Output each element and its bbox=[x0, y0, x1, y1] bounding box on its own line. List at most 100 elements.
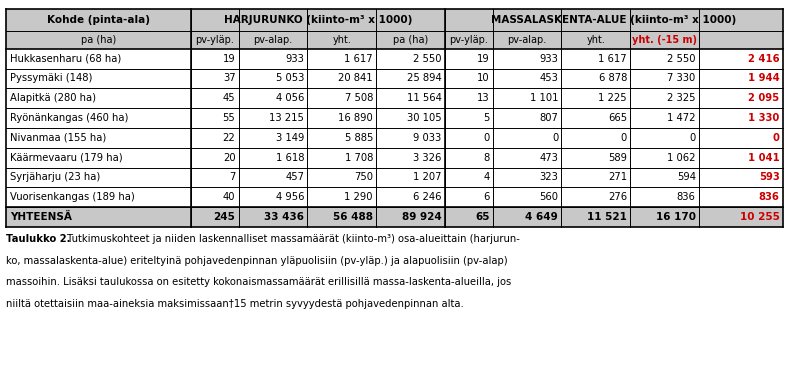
Text: pa (ha): pa (ha) bbox=[81, 35, 116, 45]
Bar bbox=[561, 49, 630, 69]
Bar bbox=[699, 31, 783, 49]
Text: YHTEENSÄ: YHTEENSÄ bbox=[10, 212, 73, 222]
Bar bbox=[561, 187, 630, 207]
Text: 19: 19 bbox=[222, 54, 235, 64]
Bar bbox=[238, 89, 307, 108]
Bar bbox=[699, 207, 783, 227]
Bar bbox=[492, 168, 561, 187]
Text: 453: 453 bbox=[540, 73, 558, 83]
Bar bbox=[6, 128, 191, 148]
Text: 25 894: 25 894 bbox=[407, 73, 442, 83]
Text: 1 330: 1 330 bbox=[748, 113, 780, 123]
Text: Nivanmaa (155 ha): Nivanmaa (155 ha) bbox=[10, 133, 107, 143]
Text: 1 617: 1 617 bbox=[344, 54, 373, 64]
Bar bbox=[307, 148, 376, 168]
Bar bbox=[445, 9, 783, 31]
Bar bbox=[191, 69, 238, 89]
Bar bbox=[630, 69, 699, 89]
Bar bbox=[6, 168, 191, 187]
Bar bbox=[699, 89, 783, 108]
Text: Käärmevaaru (179 ha): Käärmevaaru (179 ha) bbox=[10, 153, 123, 163]
Text: 7 508: 7 508 bbox=[345, 93, 373, 103]
Text: 6 878: 6 878 bbox=[599, 73, 627, 83]
Text: 7 330: 7 330 bbox=[667, 73, 696, 83]
Bar bbox=[630, 187, 699, 207]
Text: 0: 0 bbox=[552, 133, 558, 143]
Text: HARJURUNKO (kiinto-m³ x 1000): HARJURUNKO (kiinto-m³ x 1000) bbox=[223, 15, 412, 25]
Text: 594: 594 bbox=[677, 172, 696, 182]
Bar bbox=[307, 168, 376, 187]
Text: 16 170: 16 170 bbox=[656, 212, 696, 222]
Text: pv-yläp.: pv-yläp. bbox=[195, 35, 234, 45]
Bar bbox=[445, 187, 492, 207]
Text: 0: 0 bbox=[690, 133, 696, 143]
Bar bbox=[445, 148, 492, 168]
Text: 5: 5 bbox=[483, 113, 489, 123]
Bar bbox=[492, 31, 561, 49]
Text: 1 472: 1 472 bbox=[667, 113, 696, 123]
Bar bbox=[307, 89, 376, 108]
Text: 2 325: 2 325 bbox=[667, 93, 696, 103]
Bar bbox=[6, 9, 191, 31]
Text: 2 416: 2 416 bbox=[748, 54, 780, 64]
Bar bbox=[445, 69, 492, 89]
Bar bbox=[630, 148, 699, 168]
Bar bbox=[492, 207, 561, 227]
Bar bbox=[238, 108, 307, 128]
Text: 1 225: 1 225 bbox=[598, 93, 627, 103]
Bar bbox=[630, 89, 699, 108]
Text: 1 617: 1 617 bbox=[598, 54, 627, 64]
Text: 65: 65 bbox=[475, 212, 489, 222]
Text: 1 041: 1 041 bbox=[748, 153, 780, 163]
Bar bbox=[307, 108, 376, 128]
Bar bbox=[307, 49, 376, 69]
Bar bbox=[376, 207, 445, 227]
Text: 750: 750 bbox=[354, 172, 373, 182]
Bar bbox=[492, 128, 561, 148]
Bar bbox=[238, 69, 307, 89]
Text: 19: 19 bbox=[477, 54, 489, 64]
Bar bbox=[561, 128, 630, 148]
Text: 13: 13 bbox=[477, 93, 489, 103]
Text: 45: 45 bbox=[222, 93, 235, 103]
Text: 4 956: 4 956 bbox=[275, 192, 304, 202]
Text: Hukkasenharu (68 ha): Hukkasenharu (68 ha) bbox=[10, 54, 122, 64]
Bar bbox=[376, 108, 445, 128]
Bar bbox=[6, 207, 191, 227]
Text: 271: 271 bbox=[608, 172, 627, 182]
Bar bbox=[238, 49, 307, 69]
Text: 22: 22 bbox=[222, 133, 235, 143]
Text: Syrjäharju (23 ha): Syrjäharju (23 ha) bbox=[10, 172, 100, 182]
Bar bbox=[307, 31, 376, 49]
Bar bbox=[6, 31, 191, 49]
Bar bbox=[238, 31, 307, 49]
Bar bbox=[376, 49, 445, 69]
Text: 56 488: 56 488 bbox=[333, 212, 373, 222]
Bar bbox=[445, 128, 492, 148]
Text: 4 056: 4 056 bbox=[276, 93, 304, 103]
Bar bbox=[191, 108, 238, 128]
Bar bbox=[492, 69, 561, 89]
Text: Ryönänkangas (460 ha): Ryönänkangas (460 ha) bbox=[10, 113, 129, 123]
Bar bbox=[630, 31, 699, 49]
Text: 836: 836 bbox=[759, 192, 780, 202]
Text: 1 708: 1 708 bbox=[345, 153, 373, 163]
Bar bbox=[376, 89, 445, 108]
Text: 807: 807 bbox=[540, 113, 558, 123]
Text: 1 944: 1 944 bbox=[748, 73, 780, 83]
Text: Alapitkä (280 ha): Alapitkä (280 ha) bbox=[10, 93, 96, 103]
Bar bbox=[699, 128, 783, 148]
Text: 589: 589 bbox=[608, 153, 627, 163]
Text: pv-alap.: pv-alap. bbox=[253, 35, 293, 45]
Text: 2 550: 2 550 bbox=[413, 54, 442, 64]
Bar bbox=[561, 168, 630, 187]
Bar bbox=[6, 108, 191, 128]
Text: ko, massalaskenta-alue) eriteltyinä pohjavedenpinnan yläpuolisiin (pv-yläp.) ja : ko, massalaskenta-alue) eriteltyinä pohj… bbox=[6, 256, 508, 266]
Bar bbox=[307, 128, 376, 148]
Bar bbox=[6, 148, 191, 168]
Bar bbox=[561, 148, 630, 168]
Text: 6: 6 bbox=[483, 192, 489, 202]
Bar bbox=[699, 187, 783, 207]
Text: 473: 473 bbox=[540, 153, 558, 163]
Bar bbox=[191, 148, 238, 168]
